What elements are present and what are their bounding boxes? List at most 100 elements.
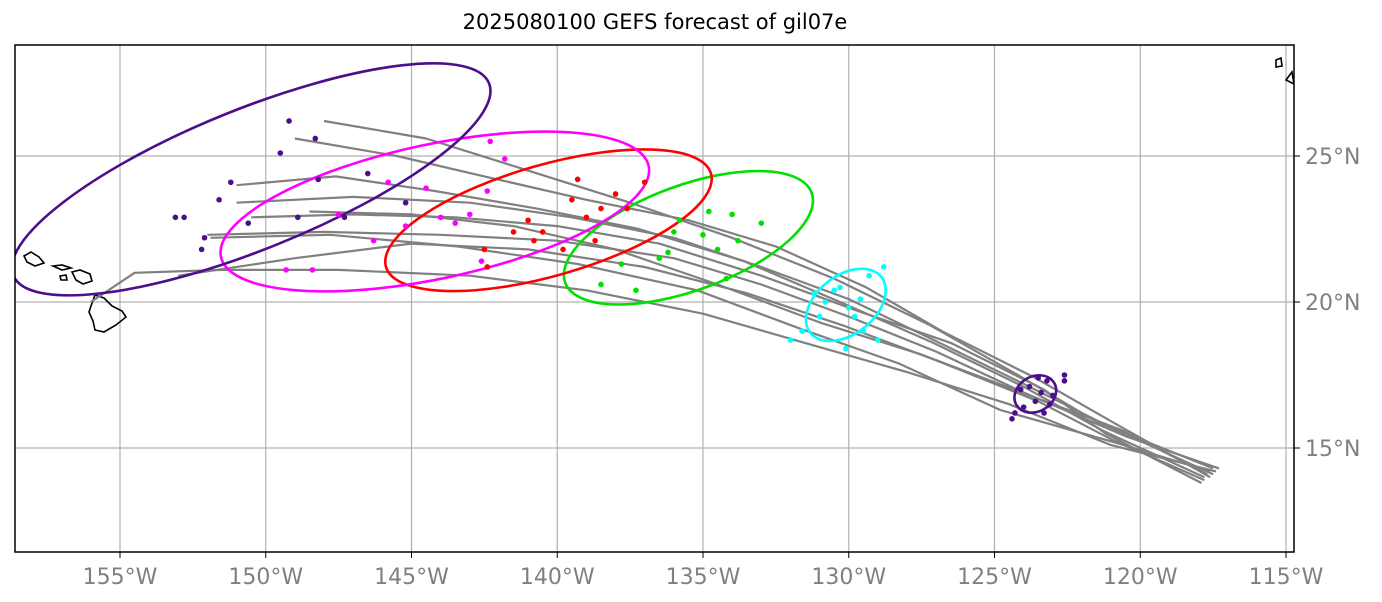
forecast-point (295, 214, 301, 221)
uncertainty-ellipse (383, 148, 714, 293)
forecast-point (1020, 404, 1027, 410)
forecast-point (583, 214, 590, 221)
uncertainty-ellipse (562, 169, 815, 306)
forecast-point (1032, 398, 1039, 405)
island-hawaii (88, 293, 128, 333)
forecast-point (633, 287, 639, 294)
uncertainty-ellipse (15, 62, 492, 297)
lon-tick-label: 130°W (811, 565, 886, 590)
forecast-point (172, 214, 179, 221)
forecast-point (484, 188, 491, 194)
forecast-point (1009, 416, 1015, 422)
forecast-point (706, 208, 712, 215)
ensemble-track (236, 195, 1214, 476)
ensemble-track (236, 175, 1205, 479)
forecast-point (598, 281, 604, 288)
forecast-point (799, 328, 805, 335)
forecast-point (656, 255, 663, 261)
forecast-point (525, 217, 531, 224)
forecast-point (758, 220, 765, 226)
chart-title: 2025080100 GEFS forecast of gil07e (462, 10, 848, 34)
forecast-point (531, 237, 537, 244)
forecast-point (624, 205, 631, 212)
forecast-point (822, 299, 829, 305)
forecast-point (1061, 378, 1068, 384)
forecast-point (277, 150, 284, 156)
island-nw-small (1275, 56, 1283, 68)
forecast-point (341, 214, 348, 221)
forecast-point (851, 313, 858, 320)
forecast-point (665, 249, 671, 256)
forecast-point (1035, 375, 1042, 381)
lat-tick-label: 25°N (1305, 145, 1360, 170)
forecast-point (810, 290, 817, 297)
forecast-point (598, 205, 604, 212)
forecast-point (315, 176, 322, 183)
forecast-point (286, 118, 292, 124)
forecast-point (283, 267, 289, 273)
ensemble-track (294, 137, 1211, 479)
lon-tick-label: 150°W (228, 565, 303, 590)
forecast-point (671, 229, 677, 235)
lon-tick-label: 140°W (520, 565, 595, 590)
forecast-point (370, 237, 377, 244)
uncertainty-ellipse (804, 267, 888, 343)
ensemble-track (309, 210, 1208, 476)
axis-ticks (119, 155, 1300, 558)
forecast-point (227, 179, 234, 186)
ensemble-track (90, 268, 1217, 473)
forecast-point (1041, 410, 1047, 416)
forecast-point (857, 296, 864, 302)
forecast-point (452, 220, 459, 226)
forecast-point (201, 234, 208, 241)
map-frame (14, 44, 1295, 553)
lat-tick-label: 15°N (1305, 437, 1360, 462)
ensemble-track (207, 230, 1220, 470)
forecast-point (618, 261, 625, 267)
forecast-point (467, 211, 473, 218)
forecast-point (787, 337, 794, 343)
uncertainty-ellipse (219, 130, 651, 293)
island-nw-edge (1284, 70, 1294, 85)
island-lanai (59, 274, 68, 281)
forecast-point (1012, 410, 1018, 416)
lat-tick-label: 20°N (1305, 291, 1360, 316)
forecast-point (569, 197, 575, 203)
uncertainty-ellipse (1013, 373, 1058, 414)
forecast-point (700, 232, 706, 238)
forecast-point (423, 185, 429, 191)
forecast-point (1047, 401, 1053, 408)
forecast-point (510, 229, 517, 235)
lon-tick-label: 115°W (1249, 565, 1324, 590)
forecast-point (1061, 372, 1068, 378)
forecast-point (1026, 383, 1033, 390)
forecast-point (560, 246, 566, 253)
island-oahu (22, 251, 46, 267)
forecast-point (1044, 378, 1050, 384)
forecast-point (843, 345, 849, 352)
lon-tick-label: 135°W (666, 565, 741, 590)
forecast-point (364, 170, 371, 177)
forecast-point (402, 199, 409, 206)
forecast-point (181, 214, 187, 221)
forecast-point (539, 229, 546, 235)
forecast-point (309, 267, 316, 273)
forecast-point (612, 191, 619, 197)
forecast-point (216, 197, 222, 203)
forecast-point (312, 135, 319, 142)
forecast-point (880, 264, 887, 270)
forecast-point (676, 217, 683, 224)
coastlines (22, 56, 1294, 333)
forecast-point (831, 287, 837, 294)
forecast-point (478, 258, 485, 264)
forecast-points (172, 118, 1068, 422)
island-maui (70, 269, 93, 285)
forecast-point (723, 275, 730, 282)
forecast-point (1017, 386, 1024, 393)
forecast-point (837, 284, 843, 291)
ensemble-track (323, 119, 1214, 470)
axis-labels: 155°W 150°W 145°W 140°W 135°W 130°W 125°W 120°W… (83, 145, 1361, 590)
forecast-point (866, 272, 872, 279)
forecast-point (245, 220, 252, 226)
